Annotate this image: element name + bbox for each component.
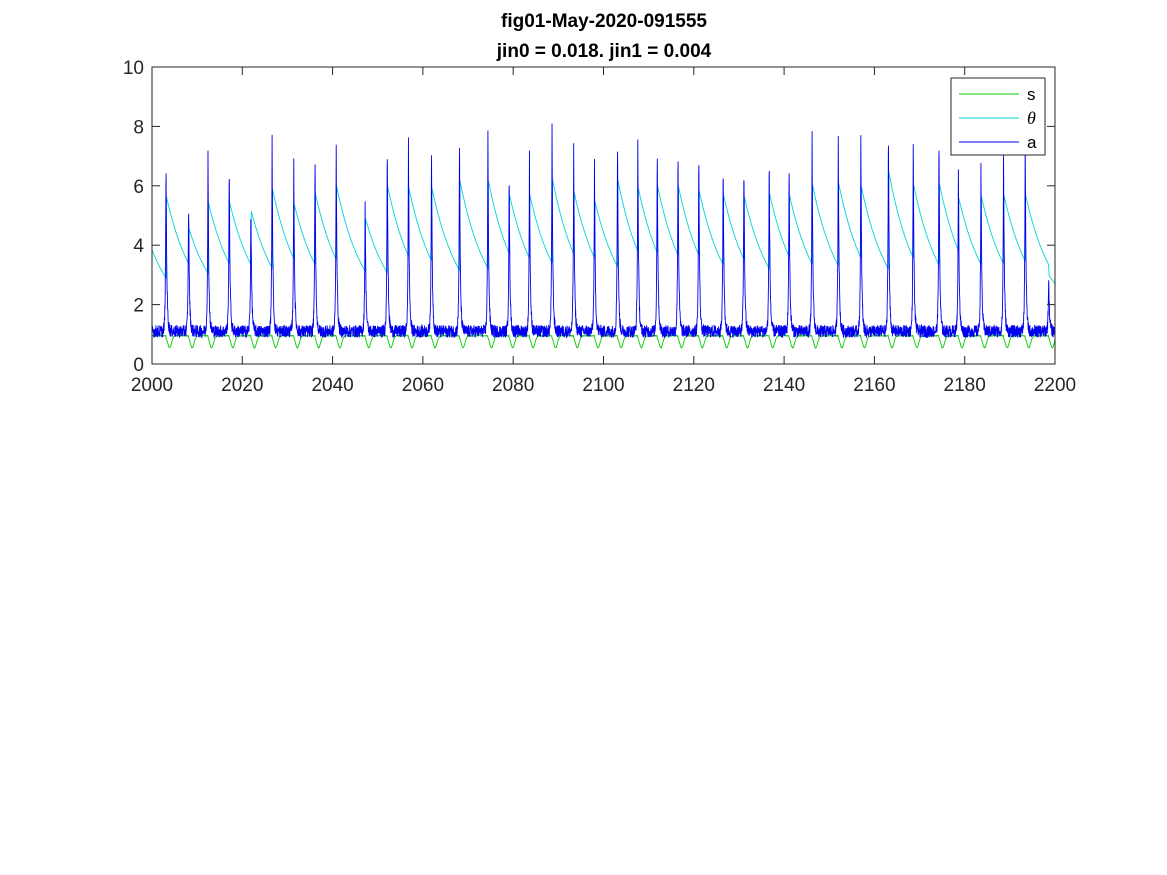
y-tick-label: 4 xyxy=(133,236,144,257)
x-tick-label: 2180 xyxy=(944,375,986,396)
chart-title: fig01-May-2020-091555 xyxy=(501,11,707,32)
y-tick-label: 8 xyxy=(133,117,144,138)
plot-area xyxy=(152,67,1055,364)
x-tick-label: 2020 xyxy=(221,375,263,396)
x-tick-label: 2120 xyxy=(673,375,715,396)
legend: sθa xyxy=(950,77,1046,156)
tick-layer: 2000 2020 2040 2060 2080 2100 2120 2140 2160 2180… xyxy=(123,58,1076,396)
x-tick-label: 2200 xyxy=(1034,375,1076,396)
series-line-a xyxy=(151,123,1056,339)
series-layer xyxy=(151,123,1056,349)
x-tick-label: 2140 xyxy=(763,375,805,396)
chart-subtitle: jin0 = 0.018. jin1 = 0.004 xyxy=(496,41,712,62)
y-tick-label: 0 xyxy=(133,355,144,376)
y-tick-label: 10 xyxy=(123,58,144,79)
x-tick-label: 2160 xyxy=(853,375,895,396)
legend-label-0: s xyxy=(1027,85,1036,104)
legend-label-2: a xyxy=(1027,133,1037,152)
x-tick-label: 2000 xyxy=(131,375,173,396)
y-tick-label: 2 xyxy=(133,296,144,317)
series-line-theta xyxy=(151,171,1056,284)
x-tick-label: 2040 xyxy=(311,375,353,396)
x-tick-label: 2060 xyxy=(402,375,444,396)
x-tick-label: 2100 xyxy=(582,375,624,396)
x-tick-label: 2080 xyxy=(492,375,534,396)
y-tick-label: 6 xyxy=(133,177,144,198)
legend-label-1: θ xyxy=(1027,108,1036,128)
